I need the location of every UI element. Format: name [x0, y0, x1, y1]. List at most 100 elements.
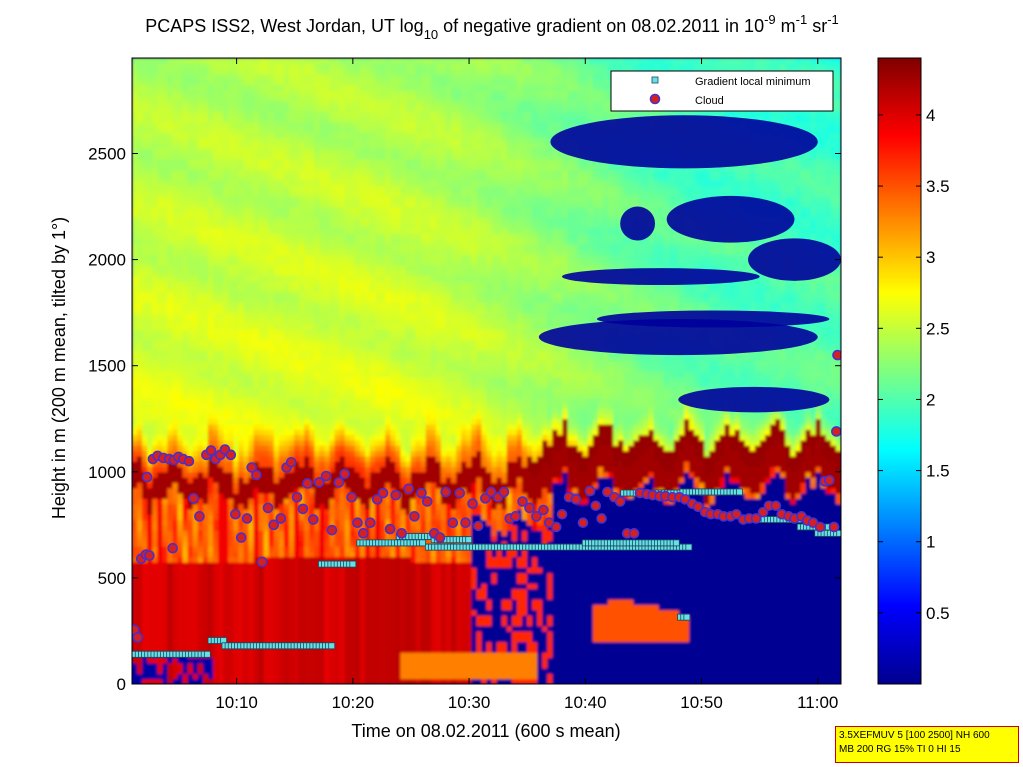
heatmap-cell: [132, 153, 138, 160]
heatmap-cell: [213, 211, 219, 218]
heatmap-cell: [152, 556, 158, 563]
heatmap-cell: [152, 243, 158, 250]
heatmap-cell: [228, 333, 234, 340]
heatmap-cell: [324, 439, 331, 446]
heatmap-cell: [192, 344, 199, 351]
heatmap-cell: [294, 339, 300, 346]
heatmap-cell: [339, 408, 346, 415]
heatmap-cell: [223, 561, 229, 568]
heatmap-cell: [177, 508, 184, 515]
heatmap-cell: [177, 195, 184, 202]
heatmap-cell: [278, 530, 285, 537]
heatmap-cell: [283, 312, 290, 319]
heatmap-cell: [172, 116, 179, 123]
heatmap-cell: [339, 636, 346, 643]
heatmap-cell: [172, 604, 179, 611]
heatmap-cell: [202, 84, 209, 91]
heatmap-cell: [228, 58, 234, 64]
heatmap-cell: [132, 317, 138, 324]
heatmap-cell: [137, 243, 143, 250]
heatmap-cell: [314, 328, 320, 335]
heatmap-cell: [243, 493, 250, 499]
heatmap-cell: [228, 264, 234, 271]
heatmap-cell: [132, 678, 138, 684]
heatmap-cell: [167, 264, 174, 271]
heatmap-cell: [162, 546, 169, 552]
heatmap-cell: [334, 408, 341, 415]
heatmap-cell: [288, 63, 295, 70]
heatmap-cell: [167, 524, 174, 531]
heatmap-cell: [329, 556, 336, 563]
heatmap-cell: [202, 397, 209, 404]
heatmap-cell: [263, 339, 270, 346]
heatmap-cell: [152, 63, 158, 70]
heatmap-cell: [278, 164, 285, 171]
heatmap-cell: [304, 471, 310, 478]
heatmap-cell: [273, 535, 280, 542]
heatmap-cell: [152, 471, 158, 478]
heatmap-cell: [147, 89, 153, 96]
heatmap-cell: [172, 286, 179, 293]
heatmap-cell: [273, 556, 280, 563]
heatmap-cell: [319, 243, 326, 250]
heatmap-cell: [309, 424, 315, 430]
heatmap-cell: [248, 248, 255, 255]
heatmap-cell: [324, 646, 331, 653]
heatmap-cell: [243, 142, 250, 149]
heatmap-cell: [288, 450, 295, 457]
heatmap-cell: [233, 546, 239, 552]
heatmap-cell: [152, 248, 158, 255]
heatmap-cell: [142, 142, 148, 149]
heatmap-cell: [167, 402, 174, 409]
heatmap-cell: [182, 174, 189, 181]
heatmap-cell: [253, 678, 260, 684]
heatmap-cell: [314, 105, 320, 112]
heatmap-cell: [253, 450, 260, 457]
heatmap-cell: [283, 514, 290, 521]
heatmap-cell: [147, 567, 153, 574]
heatmap-cell: [334, 646, 341, 653]
heatmap-cell: [299, 307, 305, 314]
heatmap-cell: [182, 339, 189, 346]
heatmap-cell: [192, 599, 199, 606]
heatmap-cell: [319, 100, 326, 107]
heatmap-cell: [182, 561, 189, 568]
heatmap-cell: [273, 620, 280, 627]
heatmap-cell: [258, 68, 265, 75]
heatmap-cell: [253, 355, 260, 361]
heatmap-cell: [309, 678, 315, 684]
heatmap-cell: [288, 577, 295, 584]
heatmap-cell: [334, 95, 341, 102]
heatmap-cell: [248, 312, 255, 319]
heatmap-cell: [233, 386, 239, 393]
heatmap-cell: [344, 487, 351, 494]
heatmap-cell: [187, 89, 194, 96]
heatmap-cell: [187, 371, 194, 377]
heatmap-cell: [294, 206, 300, 213]
heatmap-cell: [314, 312, 320, 319]
heatmap-cell: [197, 73, 204, 80]
heatmap-cell: [207, 100, 214, 107]
heatmap-cell: [172, 434, 179, 441]
heatmap-cell: [339, 360, 346, 367]
heatmap-cell: [334, 662, 341, 669]
heatmap-cell: [243, 217, 250, 224]
heatmap-cell: [213, 408, 219, 415]
heatmap-cell: [202, 63, 209, 70]
heatmap-cell: [192, 116, 199, 123]
heatmap-cell: [309, 546, 315, 552]
heatmap-cell: [192, 275, 199, 282]
heatmap-cell: [278, 678, 285, 684]
heatmap-cell: [187, 328, 194, 335]
heatmap-cell: [213, 84, 219, 91]
heatmap-cell: [324, 185, 331, 192]
heatmap-cell: [142, 111, 148, 117]
heatmap-cell: [324, 148, 331, 155]
heatmap-cell: [228, 662, 234, 669]
heatmap-cell: [207, 73, 214, 80]
heatmap-cell: [309, 238, 315, 245]
heatmap-cell: [283, 142, 290, 149]
heatmap-cell: [172, 142, 179, 149]
heatmap-cell: [304, 498, 310, 505]
heatmap-cell: [172, 381, 179, 388]
